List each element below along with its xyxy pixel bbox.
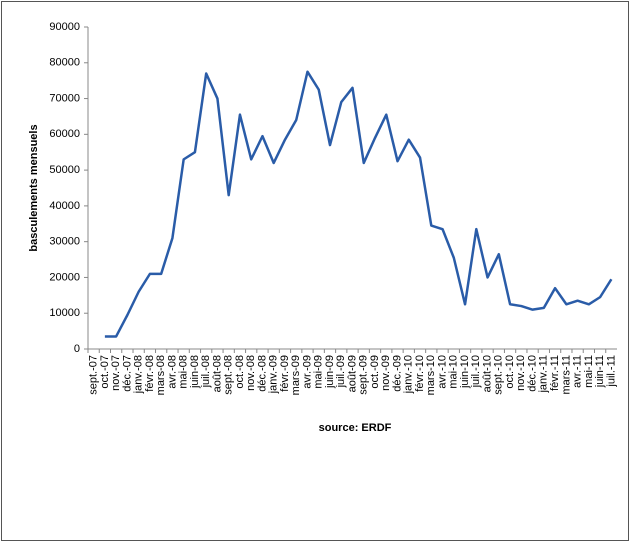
y-tick-label: 80000: [49, 57, 80, 69]
x-tick-label: févr.-10: [414, 355, 426, 392]
x-tick-label: juil.-10: [470, 355, 482, 388]
x-tick-label: sept.-10: [493, 355, 505, 395]
x-tick-label: mars-09: [290, 355, 302, 395]
x-tick-label: sept.-07: [88, 355, 100, 395]
x-tick-label: nov.-08: [245, 355, 257, 391]
x-tick-label: nov.-07: [110, 355, 122, 391]
y-tick-label: 50000: [49, 164, 80, 176]
x-tick-label: août-08: [211, 355, 223, 392]
data-line: [104, 70, 613, 338]
x-tick-label: nov.-09: [380, 355, 392, 391]
y-tick-label: 60000: [49, 128, 80, 140]
x-tick-label: mai-08: [178, 355, 190, 389]
x-tick-label: janv.-11: [538, 355, 550, 394]
x-tick-label: déc.-10: [526, 355, 538, 392]
y-tick-label: 10000: [49, 307, 80, 319]
x-tick-label: mars-11: [560, 355, 572, 395]
x-tick-label: févr.-11: [549, 355, 561, 391]
y-axis-label: basculements mensuels: [28, 124, 40, 251]
x-tick-label: nov.-10: [515, 355, 527, 391]
x-tick-label: août-10: [481, 355, 493, 392]
x-tick-label: déc.-08: [256, 355, 268, 392]
x-tick-label: avr.-10: [436, 355, 448, 389]
x-tick-label: sept.-09: [358, 355, 370, 395]
y-tick-label: 0: [74, 343, 80, 355]
x-tick-label: oct.-07: [99, 355, 111, 389]
x-tick-label: oct.-09: [369, 355, 381, 389]
x-tick-label: déc.-07: [121, 355, 133, 392]
x-tick-label: mai-11: [583, 355, 595, 388]
x-axis-label: source: ERDF: [319, 422, 392, 434]
x-tick-label: janv.-09: [268, 355, 280, 394]
x-tick-label: sept.-08: [223, 355, 235, 395]
x-tick-label: oct.-10: [504, 355, 516, 389]
x-tick-label: avr.-08: [166, 355, 178, 389]
x-tick-label: juil.-09: [335, 355, 347, 388]
x-tick-label: juin-11: [594, 355, 606, 388]
x-tick-label: mai-09: [313, 355, 325, 389]
y-tick-label: 30000: [49, 236, 80, 248]
x-tick-label: juin-10: [459, 355, 471, 389]
x-tick-label: févr.-09: [279, 355, 291, 392]
x-tick-label: janv.-08: [133, 355, 145, 394]
x-tick-label: juil.-08: [200, 355, 212, 388]
x-tick-label: juin-09: [324, 355, 336, 389]
x-tick-label: févr.-08: [144, 355, 156, 392]
x-tick-label: juil.-11: [605, 355, 617, 388]
y-tick-label: 70000: [49, 92, 80, 104]
y-tick-label: 40000: [49, 200, 80, 212]
x-tick-label: juin-08: [189, 355, 201, 389]
x-tick-label: mars-08: [155, 355, 167, 395]
y-tick-label: 20000: [49, 271, 80, 283]
x-tick-label: oct.-08: [234, 355, 246, 389]
x-tick-label: janv.-10: [403, 355, 415, 394]
x-tick-label: août-09: [346, 355, 358, 392]
y-tick-label: 90000: [49, 21, 80, 33]
x-tick-label: avr.-11: [572, 355, 584, 388]
x-tick-label: avr.-09: [301, 355, 313, 389]
x-tick-label: mars-10: [425, 355, 437, 395]
x-tick-label: mai-10: [448, 355, 460, 389]
x-tick-label: déc.-09: [391, 355, 403, 392]
